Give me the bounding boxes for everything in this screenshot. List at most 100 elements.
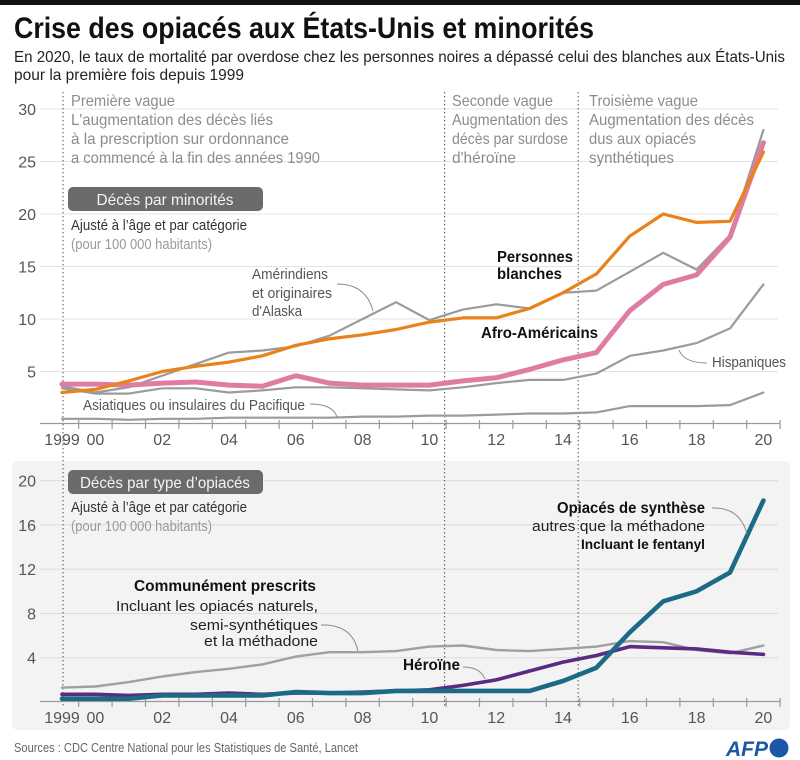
subtitle-line-2: pour la première fois depuis 1999: [14, 67, 244, 84]
series-label: Hispaniques: [712, 354, 786, 371]
series-label: Asiatiques ou insulaires du Pacifique: [83, 397, 305, 414]
x-tick-label: 10: [421, 432, 439, 449]
label-asian: Asiatiques ou insulaires du Pacifique: [83, 397, 338, 418]
y-tick-label: 16: [18, 518, 36, 535]
x-tick-label: 04: [220, 710, 238, 727]
afp-logo-dot-icon: [769, 738, 789, 758]
y-tick-label: 20: [18, 207, 36, 224]
callout-line: [309, 403, 338, 418]
y-tick-label: 12: [18, 562, 36, 579]
top-chart-unit-note: (pour 100 000 habitants): [71, 237, 212, 253]
callout-line: [678, 349, 708, 364]
wave-1-line: L'augmentation des décès liés: [71, 112, 273, 129]
label-synthetic: Opiacés de synthèse autres que la méthad…: [532, 500, 748, 552]
x-tick-label: 14: [554, 710, 572, 727]
wave-1-title: Première vague: [71, 93, 175, 110]
x-tick-label: 12: [487, 432, 505, 449]
series-label: semi-synthétiques: [190, 617, 318, 634]
label-white: Personnes blanches: [497, 249, 573, 283]
wave-boundaries: [62, 92, 579, 707]
top-chart-title-pill: Décès par minorités: [68, 187, 263, 211]
title-pill-background: [68, 470, 263, 494]
label-hispanic: Hispaniques: [678, 349, 786, 371]
series-label: autres que la méthadone: [532, 518, 705, 535]
bottom-chart-grid: 4 8 12 16 20 1999 00 02 04 06 08 10 12 14 16 18 20: [18, 474, 781, 727]
x-tick-label: 20: [755, 432, 773, 449]
series-label: Incluant les opiacés naturels,: [116, 598, 318, 615]
x-tick-label: 1999: [44, 710, 80, 727]
series-label: Héroïne: [403, 657, 460, 674]
series-line-black: [59, 140, 766, 389]
y-tick-label: 10: [18, 312, 36, 329]
opioid-type-panel: [12, 461, 790, 730]
sources-note: Sources : CDC Centre National pour les S…: [14, 740, 358, 755]
x-tick-label: 16: [621, 710, 639, 727]
afp-logo: AFP: [725, 738, 789, 760]
bottom-chart-series: [59, 498, 766, 702]
wave-2-line: Augmentation des: [452, 112, 568, 129]
series-line-hispanic: [60, 283, 765, 395]
top-chart-grid: 5 10 15 20 25 30 1999 00 02 04 06 08 10 12 14 16 18 20: [18, 102, 781, 449]
x-tick-label: 16: [621, 432, 639, 449]
label-black: Afro-Américains: [481, 325, 598, 342]
x-tick-label: 00: [87, 710, 105, 727]
x-tick-label: 1999: [44, 432, 80, 449]
series-label: Communément prescrits: [134, 578, 316, 595]
top-chart-series: [59, 128, 766, 421]
x-tick-label: 10: [421, 710, 439, 727]
top-chart-subtitle: Ajusté à l’âge et par catégorie: [71, 218, 247, 234]
callout-line: [711, 507, 748, 535]
series-line-synthetic: [59, 498, 766, 702]
x-tick-label: 12: [487, 710, 505, 727]
series-line-common: [60, 639, 765, 689]
series-label: Personnes: [497, 249, 573, 266]
top-chart-title: Décès par minorités: [97, 192, 234, 209]
page-title: Crise des opiacés aux États-Unis et mino…: [14, 11, 594, 45]
series-label: d'Alaska: [252, 303, 303, 320]
series-label: Incluant le fentanyl: [581, 537, 705, 552]
series-label: blanches: [497, 266, 562, 283]
x-tick-label: 04: [220, 432, 238, 449]
bottom-chart-title-pill: Décès par type d’opiacés: [68, 470, 263, 494]
label-common: Communément prescrits Incluant les opiac…: [116, 578, 359, 652]
x-tick-label: 02: [153, 710, 171, 727]
y-tick-label: 15: [18, 260, 36, 277]
series-line-asian: [60, 391, 765, 421]
subtitle-line-1: En 2020, le taux de mortalité par overdo…: [14, 47, 785, 66]
wave-2-title: Seconde vague: [452, 93, 553, 110]
series-label: et la méthadone: [204, 633, 318, 650]
series-label: et originaires: [252, 285, 332, 302]
wave-2-line: décès par surdose: [452, 131, 568, 148]
series-label: Opiacés de synthèse: [557, 500, 705, 517]
x-tick-label: 08: [354, 432, 372, 449]
title-pill-background: [68, 187, 263, 211]
x-tick-label: 18: [688, 710, 706, 727]
top-bar: [0, 0, 800, 5]
wave-2-annotation: Seconde vague Augmentation des décès par…: [452, 93, 568, 167]
x-tick-label: 06: [287, 710, 305, 727]
wave-1-annotation: Première vague L'augmentation des décès …: [71, 93, 320, 167]
label-amerindian: Amérindiens et originaires d'Alaska: [252, 266, 374, 320]
wave-1-line: à la prescription sur ordonnance: [71, 131, 289, 148]
y-tick-label: 20: [18, 474, 36, 491]
callout-line: [336, 283, 374, 312]
y-tick-label: 4: [27, 651, 36, 668]
x-tick-label: 18: [688, 432, 706, 449]
x-tick-label: 02: [153, 432, 171, 449]
x-tick-label: 00: [87, 432, 105, 449]
afp-logo-text: AFP: [725, 738, 769, 760]
bottom-chart-unit-note: (pour 100 000 habitants): [71, 519, 212, 535]
y-tick-label: 25: [18, 155, 36, 172]
label-heroin: Héroïne: [403, 657, 486, 680]
series-label: Amérindiens: [252, 266, 328, 283]
x-tick-label: 08: [354, 710, 372, 727]
wave-3-title: Troisième vague: [589, 93, 698, 110]
wave-1-line: a commencé à la fin des années 1990: [71, 150, 320, 167]
callout-line: [462, 666, 486, 680]
callout-line: [320, 624, 359, 652]
x-tick-label: 06: [287, 432, 305, 449]
wave-2-line: d'héroïne: [452, 150, 516, 167]
y-tick-label: 30: [18, 102, 36, 119]
y-tick-label: 5: [27, 365, 36, 382]
